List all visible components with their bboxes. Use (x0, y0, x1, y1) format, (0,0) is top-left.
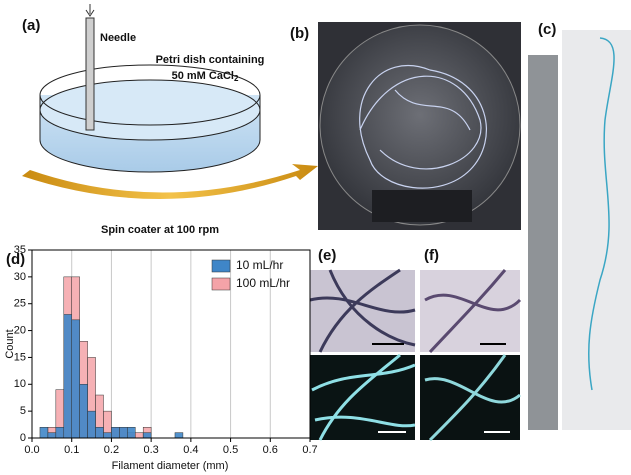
y-tick-label: 20 (14, 324, 26, 336)
y-tick-label: 35 (14, 244, 26, 256)
panel-label: (f) (424, 247, 439, 264)
bar (119, 427, 127, 438)
bar (80, 384, 88, 438)
dish-label: Petri dish containing (156, 54, 265, 66)
dish-label: 50 mM CaCl2 (172, 70, 239, 83)
panel-label: (b) (290, 25, 309, 42)
y-tick-label: 5 (20, 405, 26, 417)
needle (86, 18, 94, 130)
histogram: 0.0 0.1 0.2 0.3 0.4 0.5 0.6 0.7 0 5 10 15 20 25 30 35 10… (14, 244, 318, 456)
micrographs: (e) (f) (310, 247, 520, 440)
panel-label: (e) (318, 247, 336, 264)
y-tick-label: 10 (14, 378, 26, 390)
legend-swatch (212, 260, 230, 272)
panel-label: (a) (22, 17, 40, 34)
bar (135, 433, 143, 438)
photo (562, 30, 631, 430)
legend-label: 100 mL/hr (236, 276, 290, 290)
bar (72, 320, 80, 438)
panel-label: (c) (538, 21, 556, 38)
y-tick-label: 15 (14, 351, 26, 363)
x-axis-title: Filament diameter (mm) (112, 460, 229, 472)
x-tick-label: 0.0 (24, 444, 39, 456)
bar (40, 427, 48, 438)
x-tick-label: 0.3 (143, 444, 158, 456)
bar (56, 427, 64, 438)
subscript: 2 (234, 74, 239, 83)
bar (88, 411, 96, 438)
bar (103, 433, 111, 438)
bar (127, 427, 135, 438)
ruler (528, 55, 558, 430)
x-tick-label: 0.2 (104, 444, 119, 456)
liquid-surface (40, 80, 260, 140)
page: (a) Needle Petri dish containing 50 mM C… (0, 0, 631, 475)
y-tick-label: 30 (14, 271, 26, 283)
x-tick-label: 0.6 (263, 444, 278, 456)
legend-swatch (212, 278, 230, 290)
figure: (a) Needle Petri dish containing 50 mM C… (0, 0, 631, 475)
bar (64, 314, 72, 438)
bar (96, 427, 104, 438)
legend-label: 10 mL/hr (236, 258, 283, 272)
x-tick-label: 0.1 (64, 444, 79, 456)
y-tick-label: 0 (20, 432, 26, 444)
needle-label: Needle (100, 32, 136, 44)
dish-label: 50 mM CaCl (172, 70, 234, 82)
bar (111, 427, 119, 438)
shadow (372, 190, 472, 222)
x-tick-label: 0.4 (183, 444, 198, 456)
bar (143, 433, 151, 438)
photo-b: (b) (290, 22, 521, 230)
y-tick-label: 25 (14, 298, 26, 310)
x-tick-label: 0.7 (302, 444, 317, 456)
flow-arrow (86, 4, 94, 16)
photo-c: (c) (528, 21, 631, 430)
bar (48, 433, 56, 438)
x-tick-label: 0.5 (223, 444, 238, 456)
bar (175, 433, 183, 438)
spin-label: Spin coater at 100 rpm (101, 224, 219, 236)
diagram-a: (a) Needle Petri dish containing 50 mM C… (22, 4, 318, 236)
